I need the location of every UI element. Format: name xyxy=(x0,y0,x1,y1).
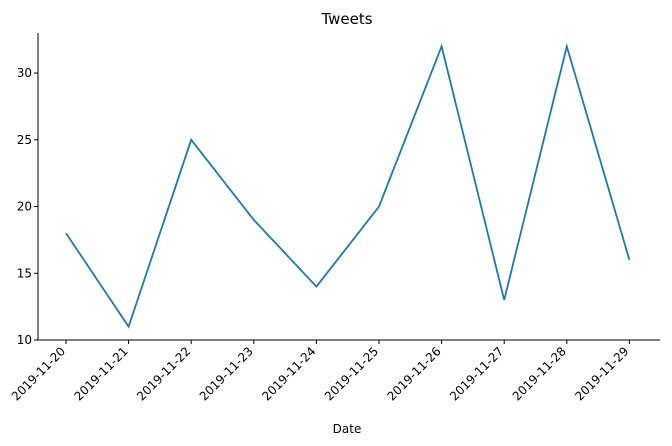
x-tick-label: 2019-11-26 xyxy=(385,344,444,403)
x-tick-label: 2019-11-28 xyxy=(510,344,569,403)
x-tick-label: 2019-11-22 xyxy=(134,344,193,403)
x-axis-label: Date xyxy=(333,422,362,436)
x-tick-label: 2019-11-25 xyxy=(322,344,381,403)
x-tick-label: 2019-11-27 xyxy=(447,344,506,403)
x-tick-label: 2019-11-20 xyxy=(9,344,68,403)
x-tick-label: 2019-11-29 xyxy=(572,344,631,403)
y-tick-label: 25 xyxy=(17,133,32,147)
x-tick-label: 2019-11-24 xyxy=(259,344,318,403)
y-tick-label: 10 xyxy=(17,333,32,347)
chart-title: Tweets xyxy=(320,10,372,28)
tweets-line xyxy=(65,42,631,329)
plot-area: 10 15 20 25 30 2019-11-20 2019-11-21 2019-11-22… xyxy=(9,33,660,403)
y-tick-label: 15 xyxy=(17,266,32,280)
x-tick-label: 2019-11-21 xyxy=(72,344,131,403)
y-tick-label: 20 xyxy=(17,200,32,214)
x-tick-label: 2019-11-23 xyxy=(197,344,256,403)
y-tick-label: 30 xyxy=(17,66,32,80)
